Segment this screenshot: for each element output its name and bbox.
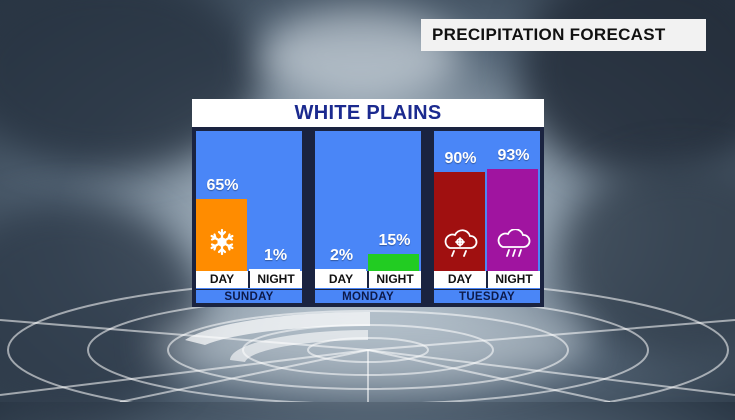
period-label-day: DAY: [447, 272, 473, 286]
location-title: WHITE PLAINS: [192, 99, 544, 127]
period-labels-tuesday: DAY NIGHT: [434, 271, 540, 288]
badge-text: PRECIPITATION FORECAST: [432, 25, 666, 44]
radar-graphic: [0, 0, 735, 402]
data-label-tuesday-night: 93%: [497, 147, 530, 164]
data-label-monday-night: 15%: [378, 232, 411, 249]
day-column-monday: 2% 15% DAY NIGHT MONDAY: [315, 131, 421, 303]
period-labels-sunday: DAY NIGHT: [196, 271, 302, 288]
bar-tuesday-day: [434, 172, 485, 271]
day-column-sunday: 65% 1% DAY NIGHT SUNDAY: [196, 131, 302, 303]
period-label-night: NIGHT: [367, 271, 421, 288]
rain-cloud-icon: [494, 228, 532, 264]
bar-monday-night: [368, 254, 419, 271]
data-label-tuesday-day: 90%: [444, 150, 477, 167]
period-label-day: DAY: [328, 272, 354, 286]
period-label-night: NIGHT: [248, 271, 302, 288]
period-label-day: DAY: [209, 272, 235, 286]
precip-chart: 65% 1% DAY NIGHT SUNDAY 2% 15% DAY NIGHT MONDAY 9…: [192, 127, 544, 307]
bar-sunday-night: [249, 269, 300, 271]
data-label-sunday-night: 1%: [263, 247, 288, 264]
data-label-monday-day: 2%: [329, 247, 354, 264]
snowflake-icon: [207, 227, 237, 262]
day-name-monday: MONDAY: [315, 289, 421, 303]
location-title-text: WHITE PLAINS: [294, 101, 442, 124]
day-name-tuesday: TUESDAY: [434, 289, 540, 303]
day-column-tuesday: 90% 93% DAY NIGHT TUESDAY: [434, 131, 540, 303]
precipitation-forecast-badge: PRECIPITATION FORECAST: [421, 19, 706, 51]
period-label-night: NIGHT: [486, 271, 540, 288]
snow-rain-cloud-icon: [441, 229, 479, 264]
data-label-sunday-day: 65%: [206, 177, 239, 194]
day-name-sunday: SUNDAY: [196, 289, 302, 303]
period-labels-monday: DAY NIGHT: [315, 271, 421, 288]
bar-monday-day: [315, 269, 366, 271]
